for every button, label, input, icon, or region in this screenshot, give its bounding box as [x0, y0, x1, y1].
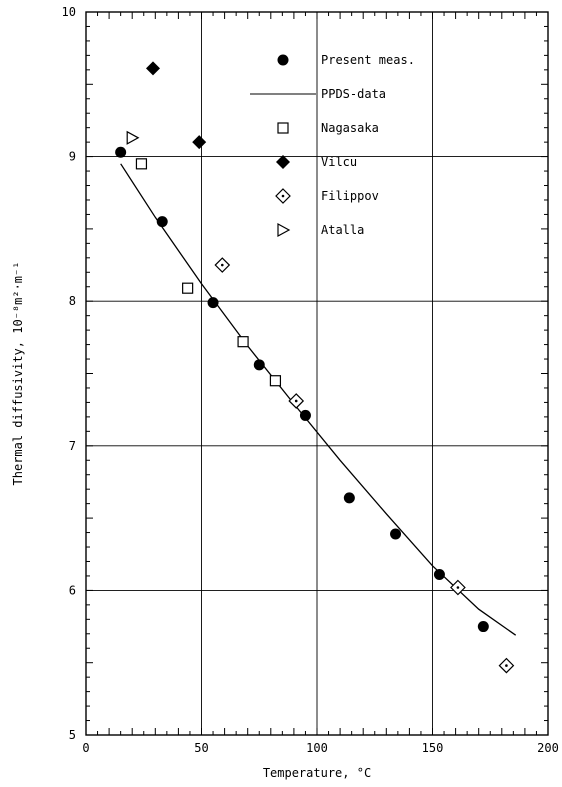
y-tick-label: 7 — [69, 439, 76, 453]
y-tick-label: 6 — [69, 583, 76, 597]
legend-entry: Vilcu — [276, 155, 357, 169]
data-point — [390, 528, 402, 540]
data-point — [253, 359, 265, 371]
diamond-dot — [505, 664, 508, 667]
diamond-dot — [294, 399, 298, 403]
legend-label: Filippov — [321, 189, 379, 203]
diamond-dot — [456, 586, 460, 589]
data-point — [115, 146, 127, 158]
legend-label: Present meas. — [321, 53, 415, 67]
legend-symbol — [277, 54, 289, 66]
diamond-dot — [281, 194, 285, 198]
data-point — [343, 492, 355, 504]
y-tick-label: 10 — [62, 5, 76, 19]
legend-entry: PPDS-data — [250, 87, 386, 101]
legend-entry: Nagasaka — [277, 121, 379, 135]
data-point — [182, 282, 194, 294]
legend-entry: Present meas. — [277, 53, 415, 67]
series-atalla — [126, 130, 140, 145]
y-axis-label: Thermal diffusivity, 10⁻⁸m²·m⁻¹ — [11, 262, 25, 486]
legend: Present meas. PPDS-data Nagasaka Vilcu Filip… — [250, 53, 415, 238]
series-filippov — [214, 257, 515, 674]
data-point — [192, 135, 207, 150]
x-tick-label: 100 — [306, 741, 328, 755]
legend-label: Vilcu — [321, 155, 357, 169]
legend-label: Nagasaka — [321, 121, 379, 135]
legend-label: PPDS-data — [321, 87, 386, 101]
data-point — [237, 336, 249, 348]
y-tick-label: 8 — [69, 294, 76, 308]
data-point — [207, 297, 219, 309]
x-axis-label: Temperature, °C — [263, 766, 371, 780]
y-tick-label: 5 — [69, 728, 76, 742]
legend-entry: Filippov — [275, 188, 379, 204]
legend-symbol — [275, 188, 291, 204]
x-tick-label: 200 — [537, 741, 559, 755]
data-point — [145, 61, 160, 76]
grid-layer — [86, 12, 548, 735]
data-point — [299, 409, 311, 421]
legend-entry: Atalla — [277, 222, 364, 238]
plot-frame — [85, 11, 549, 736]
data-point — [433, 568, 445, 580]
data-point — [288, 393, 305, 409]
y-tick-label: 9 — [69, 150, 76, 164]
legend-label: Atalla — [321, 223, 364, 237]
series-vilcu — [145, 61, 207, 150]
tick-labels: 0 50 100 150 200 5 6 7 8 9 10 — [62, 5, 559, 755]
legend-symbol — [277, 122, 289, 134]
data-point — [269, 375, 282, 387]
legend-symbol — [276, 155, 290, 169]
data-point — [126, 130, 140, 145]
ppds-curve — [120, 163, 517, 636]
x-tick-label: 50 — [194, 741, 208, 755]
series-ppds-data — [120, 163, 517, 636]
data-point — [135, 158, 148, 170]
x-tick-label: 0 — [82, 741, 89, 755]
x-tick-label: 150 — [422, 741, 444, 755]
series-layer — [115, 61, 517, 674]
data-point — [477, 621, 489, 633]
series-nagasaka — [135, 158, 282, 387]
data-point — [498, 657, 515, 674]
diamond-dot — [220, 263, 224, 267]
legend-symbol — [277, 222, 291, 238]
data-point — [450, 579, 466, 596]
data-point — [214, 257, 231, 273]
